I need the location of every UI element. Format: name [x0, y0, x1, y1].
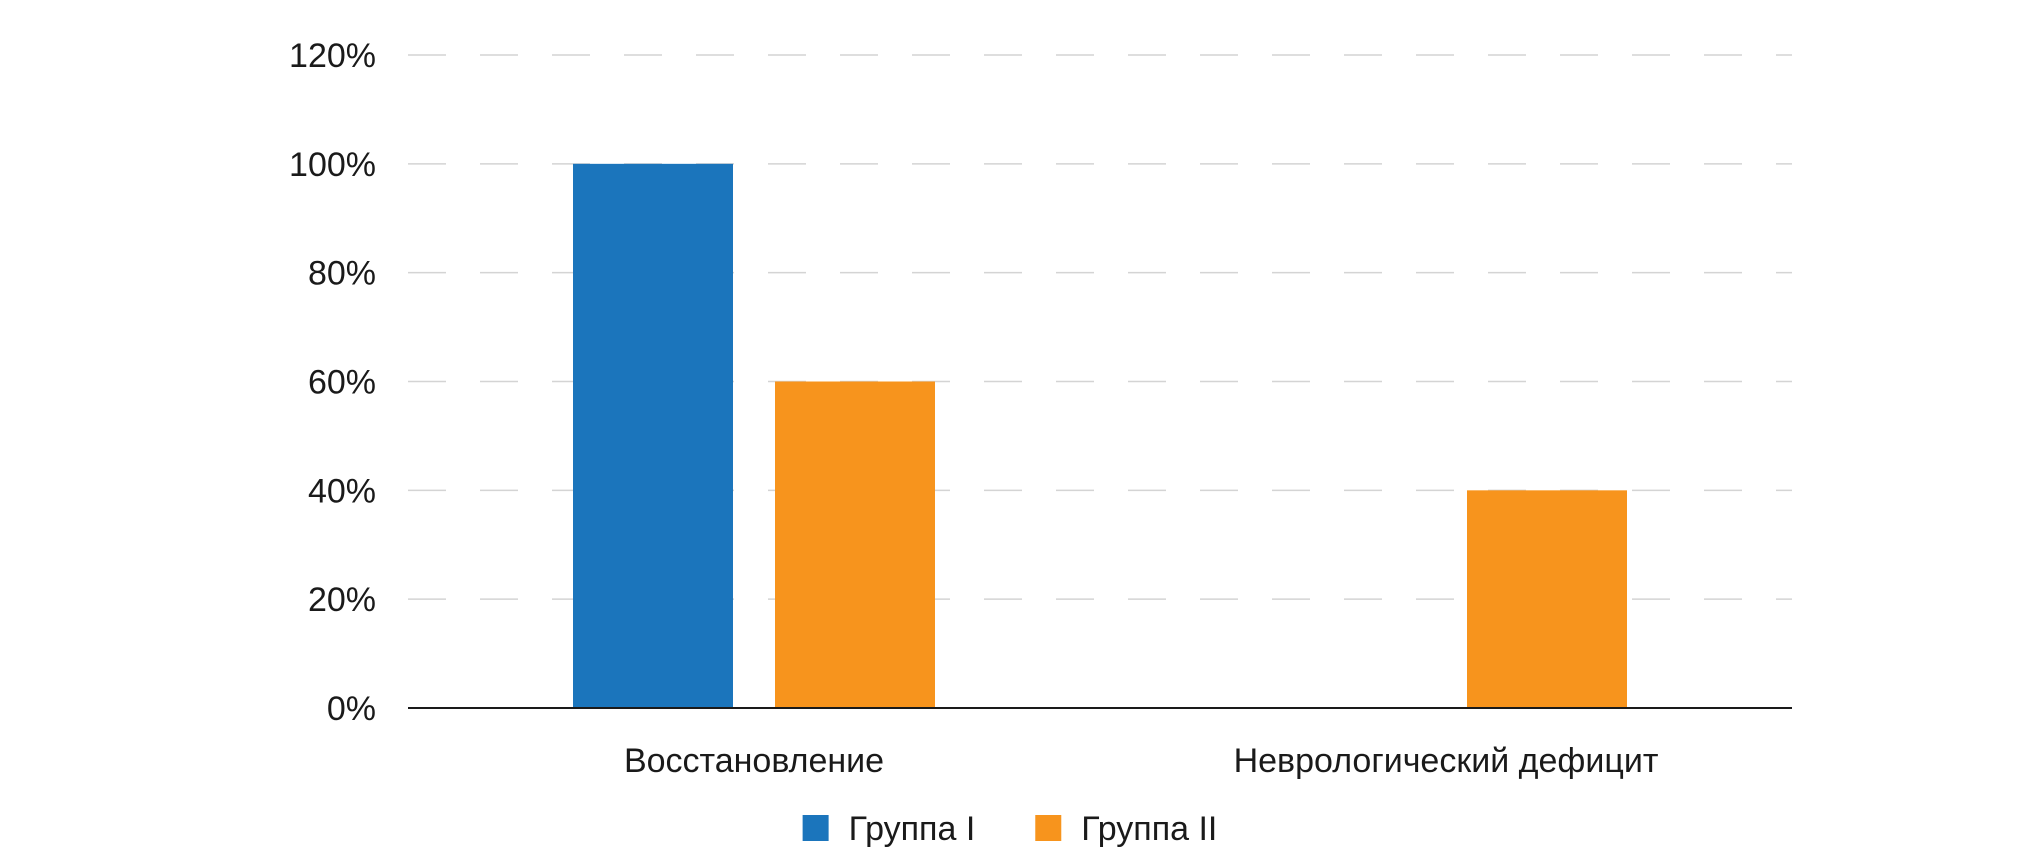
bar — [573, 163, 733, 709]
legend-label: Группа I — [849, 810, 976, 848]
bar — [775, 381, 935, 708]
legend-swatch — [1035, 815, 1062, 841]
category-label: Восстановление — [624, 742, 884, 780]
y-tick-label: 40% — [308, 472, 376, 510]
legend: Группа I Группа II — [802, 810, 1217, 848]
y-tick-label: 20% — [308, 581, 376, 619]
y-tick-label: 60% — [308, 364, 376, 402]
y-tick-label: 120% — [289, 37, 376, 75]
bars — [573, 163, 1627, 709]
y-tick-label: 100% — [289, 146, 376, 184]
legend-swatch — [802, 815, 829, 841]
y-tick-label: 0% — [327, 690, 376, 728]
category-labels: Восстановление Неврологический дефицит — [624, 742, 1658, 780]
bar — [1467, 490, 1627, 708]
y-tick-label: 80% — [308, 255, 376, 293]
y-axis-ticks: 0% 20% 40% 60% 80% 100% 120% — [289, 37, 376, 728]
category-label: Неврологический дефицит — [1234, 742, 1659, 780]
legend-label: Группа II — [1081, 810, 1217, 848]
